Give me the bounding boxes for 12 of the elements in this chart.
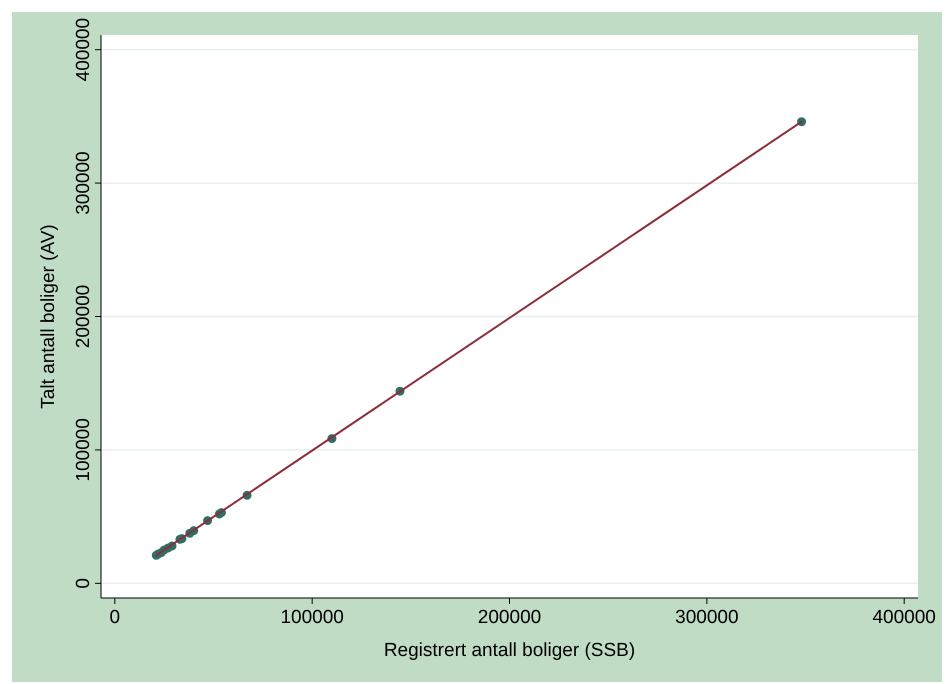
- y-tick-label: 200000: [73, 284, 94, 348]
- y-tick-label: 400000: [73, 18, 94, 82]
- y-axis-title: Talt antall boliger (AV): [38, 224, 59, 409]
- x-axis-title: Registrert antall boliger (SSB): [384, 640, 636, 661]
- y-tick-label: 100000: [73, 418, 94, 482]
- x-tick-label: 0: [110, 607, 120, 628]
- x-tick-label: 300000: [675, 607, 739, 628]
- y-tick-label: 0: [73, 578, 94, 589]
- x-tick-label: 100000: [280, 607, 344, 628]
- y-tick-label: 300000: [73, 151, 94, 215]
- x-tick-label: 200000: [478, 607, 542, 628]
- x-tick-label: 400000: [872, 607, 936, 628]
